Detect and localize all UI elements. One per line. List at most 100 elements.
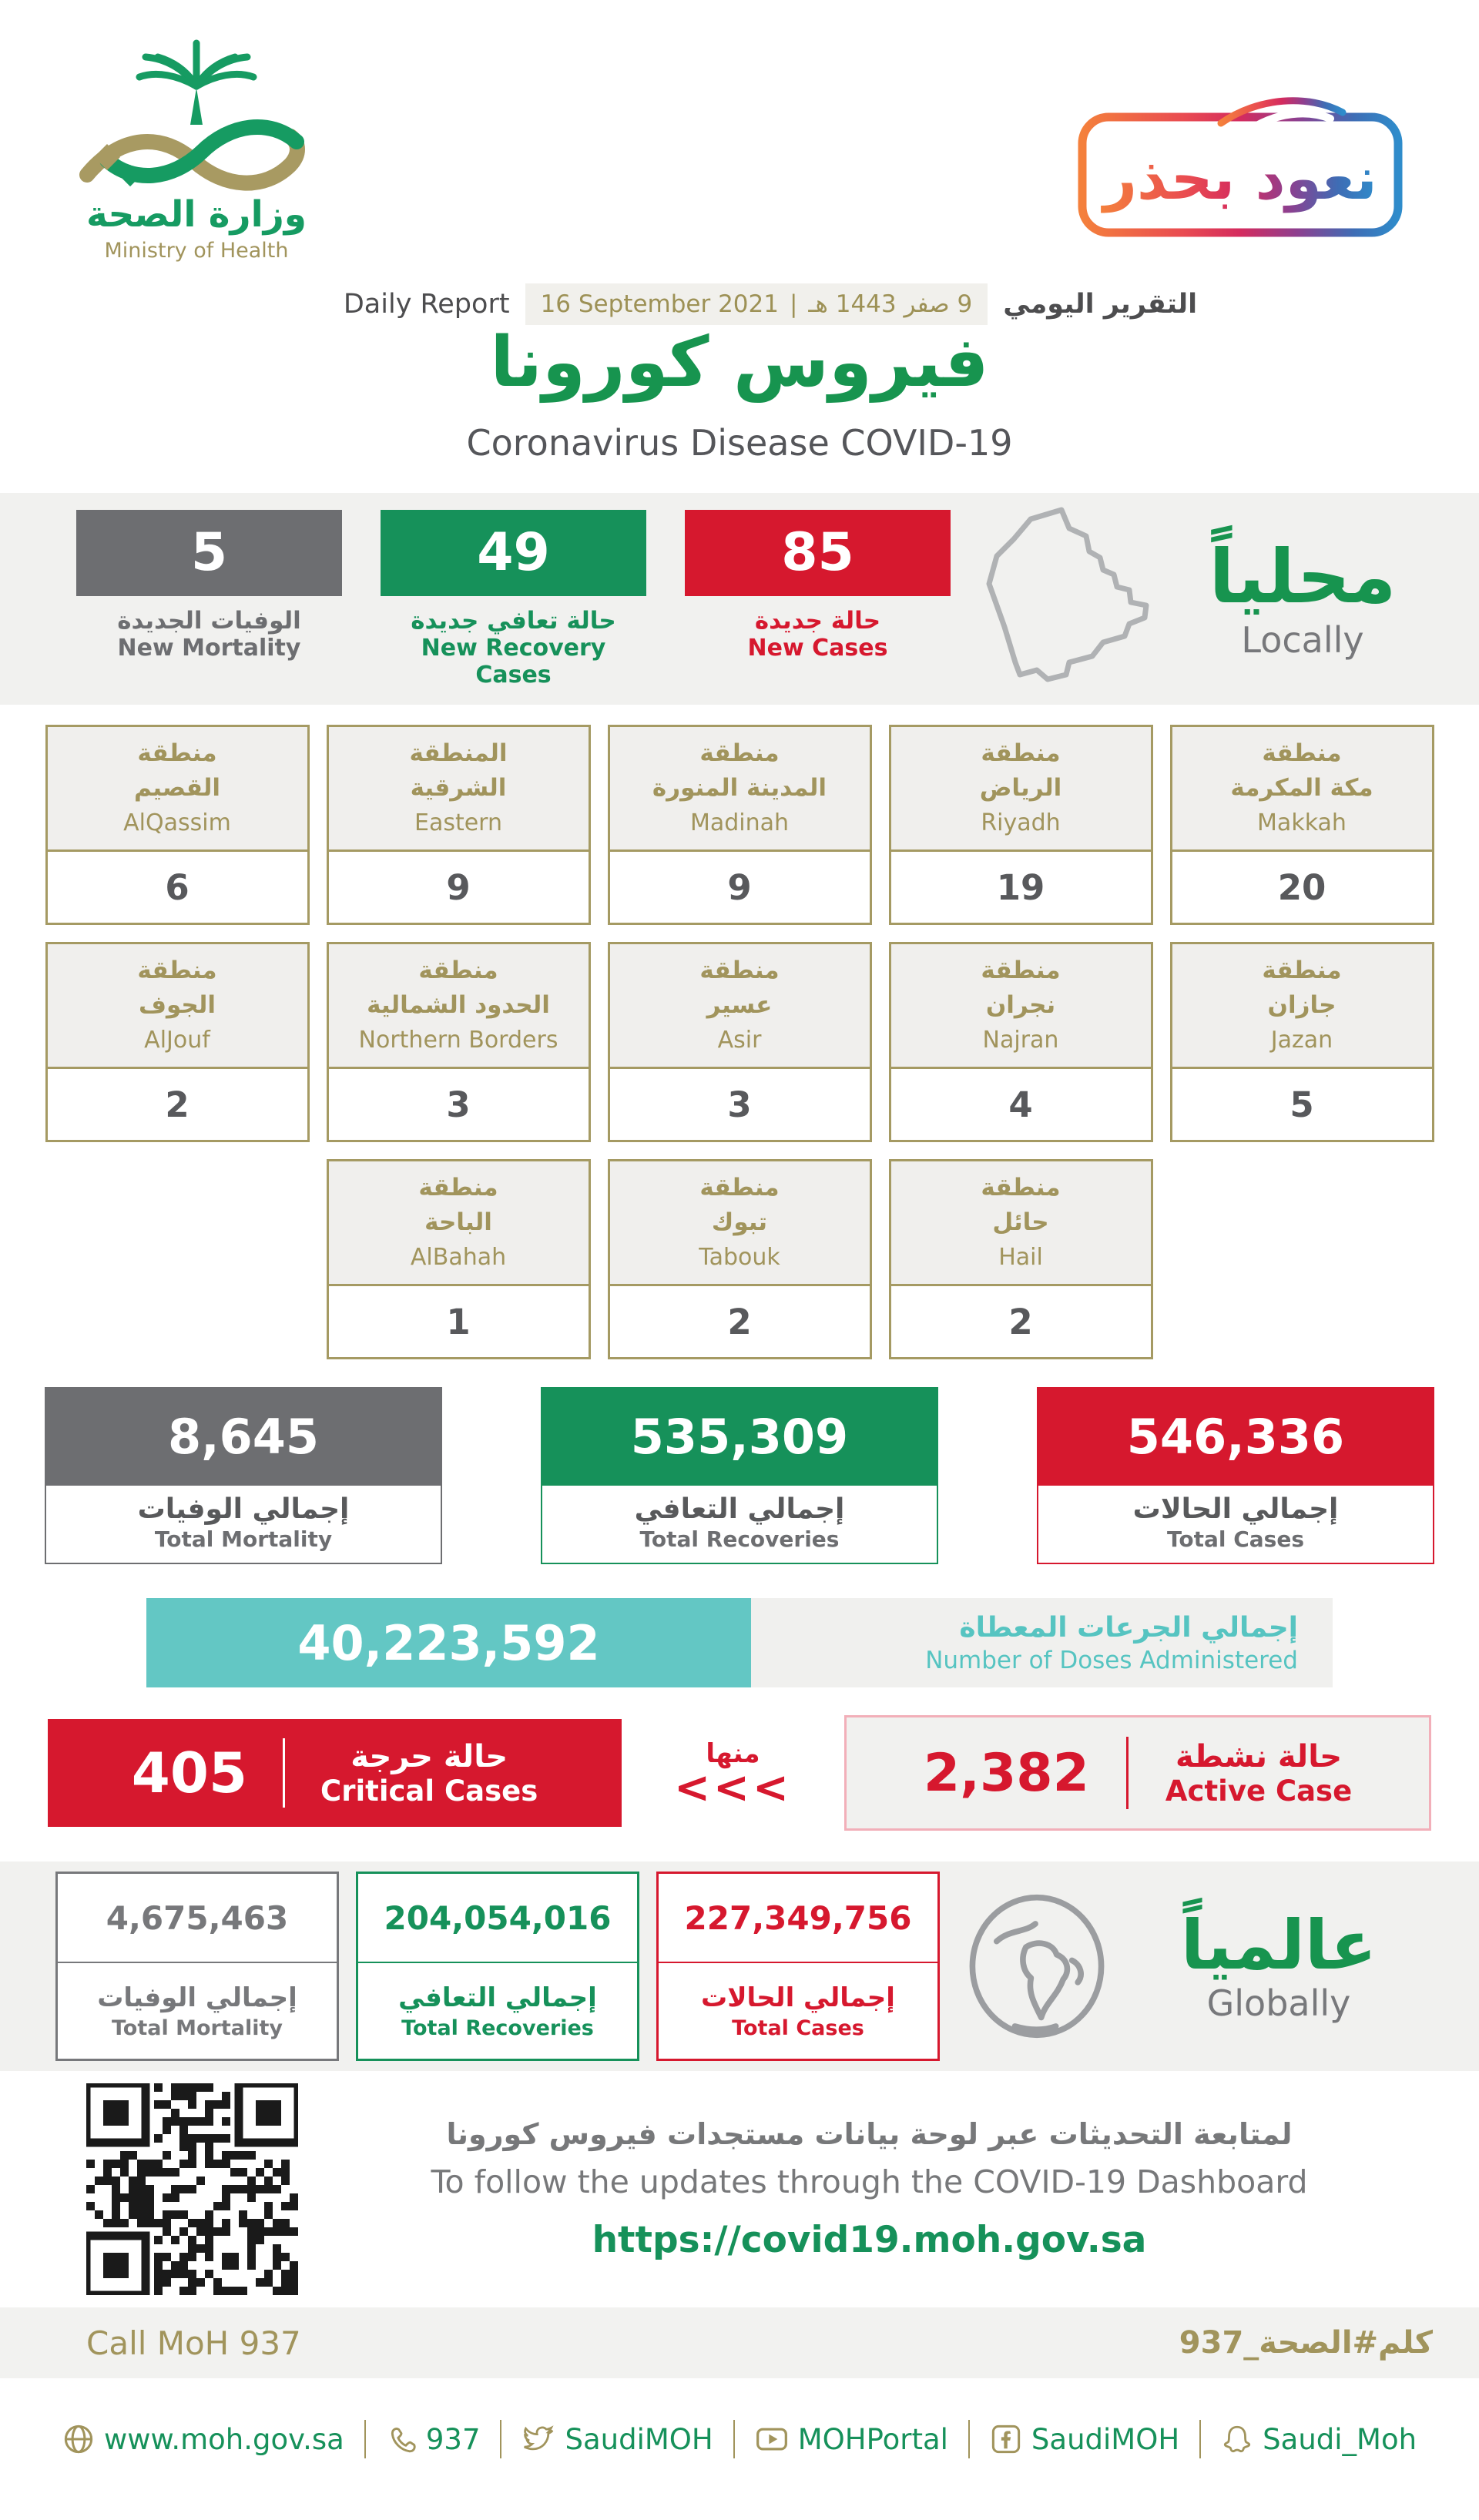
region-name-ar-line1: منطقة [418,957,498,984]
separator [500,2420,502,2458]
globe-icon [960,1889,1114,2043]
total-label-box: إجمالي التعافي Total Recoveries [541,1486,938,1564]
stat-label-ar: الوفيات الجديدة [117,606,301,635]
youtube-link[interactable]: MOHPortal [755,2422,948,2456]
region-card: منطقة نجران Najran 4 [888,942,1153,1142]
regions-row-1: منطقة مكة المكرمة Makkah 20 منطقة الرياض… [0,725,1479,925]
globe-icon [64,2424,93,2454]
region-card: منطقة المدينة المنورة Madinah 9 [607,725,872,925]
region-name-ar-line2: الجوف [138,990,216,1019]
region-name-en: Hail [998,1243,1043,1271]
globally-title-en: Globally [1206,1982,1351,2025]
palm-logo-icon [79,39,305,191]
twitter-label: SaudiMOH [565,2422,713,2456]
divider [1125,1737,1129,1809]
region-name-en: Tabouk [699,1243,780,1271]
doses-label-en: Number of Doses Administered [925,1646,1298,1674]
region-new-cases-value: 5 [1290,1084,1314,1125]
locally-title-en: Locally [1241,619,1364,662]
daily-report-label-ar: التقرير اليومي [1003,289,1198,320]
region-card-header: منطقة جازان Jazan [1172,944,1432,1069]
region-name-ar-line1: منطقة [137,739,217,767]
region-name-en: Madinah [689,809,790,836]
globally-section: 4,675,463 إجمالي الوفيات Total Mortality… [0,1862,1479,2071]
report-date-pill: 16 September 2021 | 9 صفر 1443 هـ [525,283,988,325]
global-value: 204,054,016 [358,1874,637,1963]
stat-label-ar: حالة جديدة [754,606,881,635]
region-new-cases-value: 2 [165,1084,189,1125]
total-label-en: Total Cases [1166,1526,1304,1552]
region-card-header: منطقة الجوف AlJouf [47,944,307,1069]
date-separator: | [789,290,798,318]
region-new-cases-value: 9 [727,866,752,908]
phone-link[interactable]: 937 [386,2422,481,2456]
stat-value-box: 85 [685,509,951,596]
separator [1199,2420,1202,2458]
phone-label: 937 [425,2422,481,2456]
snapchat-icon [1224,2425,1251,2453]
region-name-en: Makkah [1257,809,1347,836]
region-card: منطقة جازان Jazan 5 [1169,942,1434,1142]
region-new-cases-value: 6 [165,866,189,908]
page-title-arabic: فيروس كورونا [490,322,989,403]
region-new-cases-value: 3 [446,1084,471,1125]
website-link[interactable]: www.moh.gov.sa [62,2423,344,2456]
date-gregorian: 16 September 2021 [540,290,779,318]
dashboard-url-link[interactable]: https://covid19.moh.gov.sa [592,2219,1147,2261]
stat-label-ar: حالة تعافي جديدة [411,606,616,635]
separator [733,2420,735,2458]
daily-report-label-en: Daily Report [343,289,510,320]
region-new-cases-value: 9 [446,866,471,908]
region-card-header: منطقة القصيم AlQassim [47,727,307,852]
region-name-en: Riyadh [981,809,1061,836]
region-new-cases-value: 4 [1008,1084,1033,1125]
total-label-en: Total Mortality [154,1526,333,1552]
facebook-link[interactable]: SaudiMOH [990,2423,1179,2456]
region-name-ar-line2: عسير [706,990,773,1019]
snapchat-label: Saudi_Moh [1263,2422,1417,2456]
critical-cases-box: 405 حالة حرجة Critical Cases [48,1719,622,1827]
global-cards: 4,675,463 إجمالي الوفيات Total Mortality… [55,1872,940,2061]
region-name-en: AlBahah [410,1243,507,1271]
region-name-ar-line1: منطقة [981,957,1061,984]
locally-title: محلياً Locally [1175,536,1430,662]
stat-value: 5 [190,522,228,583]
region-name-ar-line1: منطقة [137,957,217,984]
youtube-icon [756,2428,787,2451]
total-label-ar: إجمالي الوفيات [137,1493,350,1525]
region-card: منطقة تبوك Tabouk 2 [607,1159,872,1359]
region-name-ar-line1: المنطقة [409,739,508,767]
critical-label-ar: حالة حرجة [350,1738,508,1774]
total-card: 8,645 إجمالي الوفيات Total Mortality [45,1387,442,1564]
date-hijri: 9 صفر 1443 هـ [808,290,973,318]
region-name-ar-line1: منطقة [981,739,1061,767]
region-name-ar-line2: الحدود الشمالية [367,990,550,1019]
region-card: منطقة الباحة AlBahah 1 [326,1159,591,1359]
region-card-header: منطقة عسير Asir [609,944,870,1069]
global-value: 4,675,463 [58,1874,337,1963]
report-date-row: Daily Report 16 September 2021 | 9 صفر 1… [31,283,1479,325]
website-label: www.moh.gov.sa [103,2422,344,2456]
divider [283,1738,286,1808]
global-value: 227,349,756 [659,1874,937,1963]
twitter-icon [524,2425,555,2451]
total-card: 546,336 إجمالي الحالات Total Cases [1037,1387,1434,1564]
region-card-header: منطقة الرياض Riyadh [890,727,1151,852]
twitter-link[interactable]: SaudiMOH [522,2422,713,2456]
region-card-header: منطقة الحدود الشمالية Northern Borders [328,944,589,1069]
region-name-ar-line1: منطقة [981,1174,1061,1201]
contact-links-row: www.moh.gov.sa 937 SaudiMOH MOHPortal Sa… [0,2378,1479,2500]
left-chevrons-icon: <<< [674,1762,792,1813]
total-value-box: 8,645 [45,1387,442,1486]
region-card: منطقة الجوف AlJouf 2 [45,942,310,1142]
region-card: منطقة الحدود الشمالية Northern Borders 3 [326,942,591,1142]
saudi-map-icon [971,502,1155,696]
region-card-header: المنطقة الشرقية Eastern [328,727,589,852]
doses-value: 40,223,592 [146,1598,751,1687]
region-card-header: منطقة مكة المكرمة Makkah [1172,727,1432,852]
region-card: منطقة الرياض Riyadh 19 [888,725,1153,925]
dashboard-section: لمتابعة التحديثات عبر لوحة بيانات مستجدا… [0,2071,1479,2295]
snapchat-link[interactable]: Saudi_Moh [1221,2423,1417,2456]
region-name-ar-line1: منطقة [1262,957,1342,984]
active-case-box: 2,382 حالة نشطة Active Case [844,1715,1431,1831]
